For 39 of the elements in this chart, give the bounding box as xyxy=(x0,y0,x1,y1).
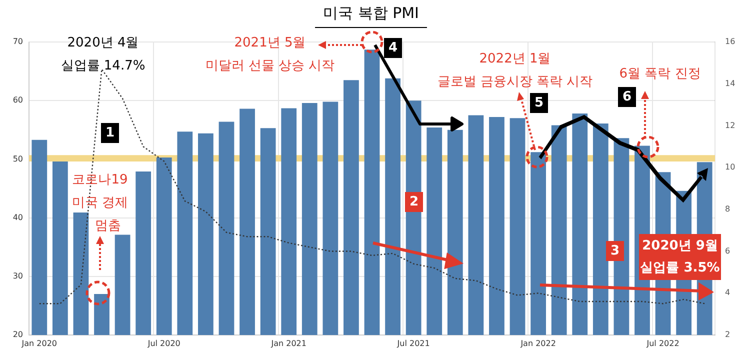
y-tick-label: 50 xyxy=(12,154,23,164)
y-tick-label: 40 xyxy=(12,212,23,222)
x-tick-label: Jan 2021 xyxy=(270,338,306,348)
annotation: 1 xyxy=(105,125,115,140)
x-tick-label: Jan 2022 xyxy=(520,338,556,348)
annotation: 미국 경제 xyxy=(72,195,128,210)
annotation: 2 xyxy=(409,194,419,210)
annotation: 실업률 14.7% xyxy=(60,58,146,74)
x-tick-label: Jan 2020 xyxy=(20,338,58,348)
chart-title: 미국 복합 PMI xyxy=(323,4,419,22)
annotation: 6월 폭락 진정 xyxy=(619,66,701,82)
y2-tick-label: 4 xyxy=(725,288,730,298)
annotation: 3 xyxy=(610,243,620,258)
annotation: 6 xyxy=(622,89,632,104)
annotation: 4 xyxy=(388,40,398,56)
annotation: 2020년 4월 xyxy=(67,35,139,50)
x-tick-label: Jul 2021 xyxy=(396,338,430,348)
y2-tick-label: 16 xyxy=(725,37,736,46)
y-tick-label: 30 xyxy=(12,271,23,280)
y2-tick-label: 6 xyxy=(725,246,730,256)
annotation: 글로벌 금융시장 폭락 시작 xyxy=(437,74,593,90)
x-tick-label: Jul 2020 xyxy=(146,338,180,348)
x-tick-label: Jul 2022 xyxy=(646,338,680,348)
y2-tick-label: 10 xyxy=(725,162,736,172)
y-tick-label: 60 xyxy=(12,96,23,105)
annotation: 멈춤 xyxy=(95,218,121,234)
y2-tick-label: 12 xyxy=(725,120,736,130)
annotation: 5 xyxy=(534,95,544,110)
annotation: 2021년 5월 xyxy=(234,35,306,50)
annotation: 코로나19 xyxy=(72,172,128,188)
annotation: 미달러 선물 상승 시작 xyxy=(205,58,335,74)
annotation: 2022년 1월 xyxy=(479,51,551,66)
y-tick-label: 70 xyxy=(12,37,23,46)
y2-tick-label: 14 xyxy=(725,78,736,88)
y2-tick-label: 8 xyxy=(725,204,730,214)
annotation: 2020년 9월 xyxy=(642,238,718,254)
y-tick-label: 20 xyxy=(12,330,23,340)
annotation: 실업률 3.5% xyxy=(640,260,720,276)
y2-tick-label: 2 xyxy=(725,330,730,340)
